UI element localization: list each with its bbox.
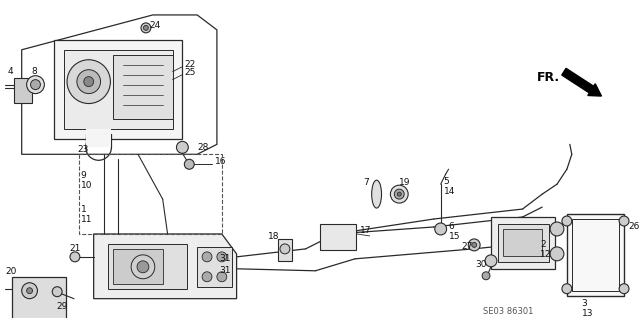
Text: 13: 13 bbox=[582, 309, 593, 318]
Text: 18: 18 bbox=[268, 233, 280, 241]
Ellipse shape bbox=[372, 180, 381, 208]
Circle shape bbox=[184, 159, 194, 169]
Text: 2: 2 bbox=[540, 241, 546, 249]
Bar bbox=[108, 244, 188, 289]
Text: 24: 24 bbox=[150, 21, 161, 30]
Circle shape bbox=[27, 76, 44, 93]
Text: 25: 25 bbox=[184, 68, 196, 77]
Text: 22: 22 bbox=[184, 60, 196, 69]
Circle shape bbox=[562, 284, 572, 294]
Text: 11: 11 bbox=[81, 214, 92, 224]
Circle shape bbox=[550, 222, 564, 236]
Circle shape bbox=[619, 216, 629, 226]
Text: 26: 26 bbox=[628, 222, 639, 232]
Bar bbox=[278, 239, 292, 261]
Circle shape bbox=[482, 272, 490, 280]
Text: 4: 4 bbox=[8, 67, 13, 76]
Circle shape bbox=[390, 185, 408, 203]
Circle shape bbox=[217, 272, 227, 282]
Circle shape bbox=[562, 216, 572, 226]
Circle shape bbox=[27, 288, 33, 294]
Circle shape bbox=[468, 239, 480, 251]
Bar bbox=[197, 247, 232, 287]
Text: 23: 23 bbox=[77, 145, 88, 154]
Text: 6: 6 bbox=[449, 222, 454, 232]
FancyArrow shape bbox=[562, 68, 602, 96]
Text: 28: 28 bbox=[197, 143, 209, 152]
Text: 27: 27 bbox=[461, 242, 473, 251]
Circle shape bbox=[141, 23, 151, 33]
Text: 5: 5 bbox=[444, 177, 449, 186]
Bar bbox=[64, 50, 173, 130]
Circle shape bbox=[485, 255, 497, 267]
Circle shape bbox=[202, 272, 212, 282]
Text: 16: 16 bbox=[215, 157, 227, 166]
Circle shape bbox=[280, 244, 290, 254]
Text: 31: 31 bbox=[219, 266, 230, 275]
Circle shape bbox=[394, 189, 404, 199]
Bar bbox=[491, 217, 555, 269]
Text: 29: 29 bbox=[56, 302, 68, 311]
Circle shape bbox=[435, 223, 447, 235]
Text: 1: 1 bbox=[81, 204, 86, 213]
Circle shape bbox=[131, 255, 155, 279]
Circle shape bbox=[202, 252, 212, 262]
Bar bbox=[567, 214, 624, 296]
Text: 12: 12 bbox=[540, 250, 552, 259]
Text: SE03 86301: SE03 86301 bbox=[483, 307, 534, 316]
Circle shape bbox=[77, 70, 100, 93]
Text: 30: 30 bbox=[475, 260, 486, 269]
Text: 10: 10 bbox=[81, 181, 92, 190]
Circle shape bbox=[137, 261, 149, 273]
Bar bbox=[113, 249, 163, 284]
Circle shape bbox=[31, 80, 40, 90]
Circle shape bbox=[397, 192, 401, 196]
Circle shape bbox=[52, 287, 62, 297]
Text: 7: 7 bbox=[363, 178, 369, 187]
Text: 3: 3 bbox=[582, 299, 588, 308]
Circle shape bbox=[70, 252, 80, 262]
Text: 20: 20 bbox=[5, 267, 16, 276]
Circle shape bbox=[186, 160, 193, 168]
Circle shape bbox=[619, 284, 629, 294]
Bar bbox=[14, 78, 31, 102]
Circle shape bbox=[143, 26, 148, 30]
Text: 15: 15 bbox=[449, 233, 460, 241]
Circle shape bbox=[177, 141, 188, 153]
Text: 8: 8 bbox=[31, 67, 37, 76]
Text: 21: 21 bbox=[69, 244, 81, 253]
Bar bbox=[54, 40, 182, 139]
Text: 19: 19 bbox=[399, 178, 411, 187]
Circle shape bbox=[217, 252, 227, 262]
Text: 17: 17 bbox=[360, 226, 371, 235]
Text: 14: 14 bbox=[444, 187, 455, 196]
Bar bbox=[503, 229, 542, 256]
Circle shape bbox=[550, 247, 564, 261]
Bar bbox=[572, 219, 619, 291]
Bar bbox=[113, 55, 173, 120]
Polygon shape bbox=[93, 234, 237, 299]
Circle shape bbox=[22, 283, 38, 299]
Bar bbox=[79, 154, 222, 234]
Bar bbox=[321, 224, 356, 250]
Circle shape bbox=[67, 60, 111, 104]
Text: FR.: FR. bbox=[538, 71, 561, 84]
Bar bbox=[86, 130, 111, 147]
Bar bbox=[498, 224, 549, 262]
Text: 31: 31 bbox=[219, 254, 230, 263]
Bar bbox=[12, 277, 66, 319]
Text: 9: 9 bbox=[81, 171, 86, 180]
Circle shape bbox=[472, 242, 477, 248]
Circle shape bbox=[84, 77, 93, 87]
